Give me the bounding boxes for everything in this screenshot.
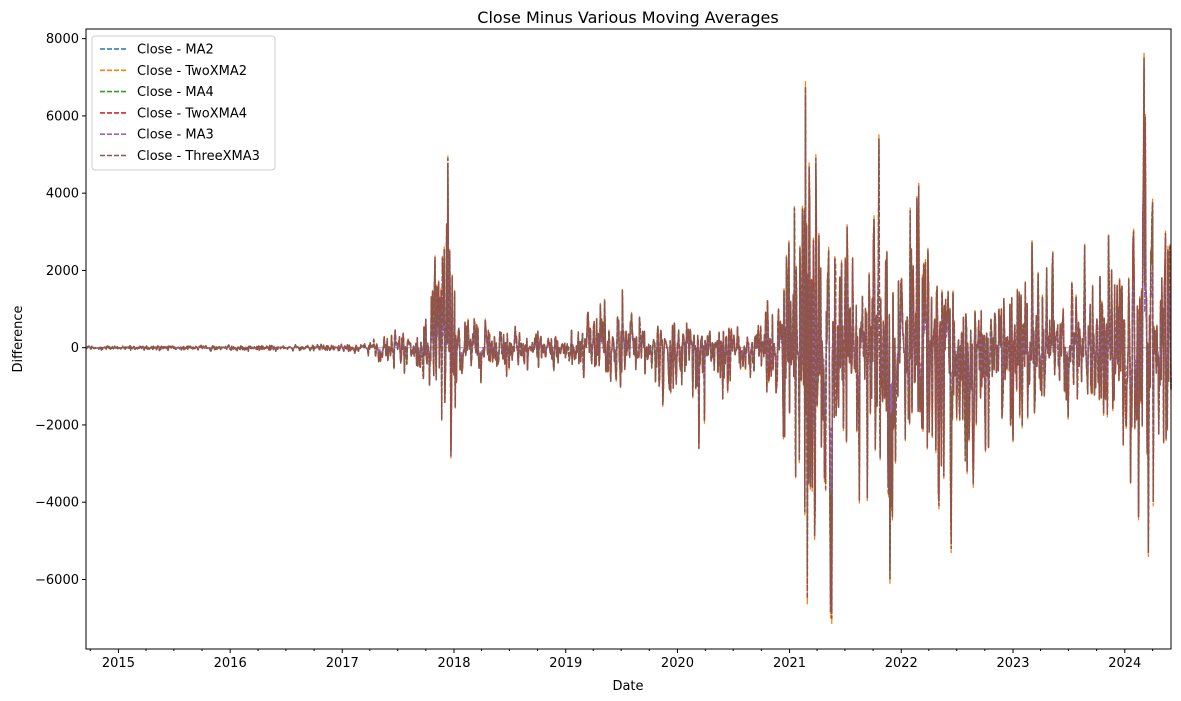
y-axis-label: Difference [11, 305, 26, 372]
legend: Close - MA2 Close - TwoXMA2 Close - MA4 Clo… [91, 35, 276, 171]
x-tick-label: 2016 [214, 656, 247, 671]
y-tick-label: −6000 [35, 573, 79, 588]
y-tick-label: −4000 [35, 496, 79, 511]
y-tick-label: 0 [71, 341, 79, 356]
series-line [85, 57, 1172, 619]
x-tick-label: 2020 [661, 656, 694, 671]
x-tick-label: 2017 [326, 656, 359, 671]
legend-label: Close - TwoXMA2 [137, 64, 247, 79]
x-tick-label: 2018 [437, 656, 470, 671]
legend-label: Close - MA2 [137, 43, 214, 58]
x-axis-label: Date [612, 679, 643, 694]
x-tick-label: 2015 [102, 656, 135, 671]
legend-label: Close - ThreeXMA3 [137, 149, 260, 164]
y-tick-label: 8000 [46, 32, 79, 47]
y-tick-label: 4000 [46, 187, 79, 202]
x-tick-label: 2022 [885, 656, 918, 671]
y-tick-label: −2000 [35, 418, 79, 433]
legend-label: Close - TwoXMA4 [137, 106, 247, 121]
y-axis-ticks: −6000 −4000 −2000 0 2000 4000 6000 8000 [35, 32, 86, 588]
legend-label: Close - MA4 [137, 85, 214, 100]
y-tick-label: 2000 [46, 264, 79, 279]
legend-label: Close - MA3 [137, 128, 214, 143]
legend-box [91, 35, 276, 171]
x-tick-label: 2019 [549, 656, 582, 671]
x-tick-label: 2024 [1108, 656, 1141, 671]
x-axis-ticks: 2015 2016 2017 2018 2019 2020 2021 2022 2023 2024 [89, 649, 1154, 671]
x-tick-label: 2023 [996, 656, 1029, 671]
axes-frame [85, 28, 1172, 650]
plot-area [85, 51, 1172, 625]
x-tick-label: 2021 [773, 656, 806, 671]
y-tick-label: 6000 [46, 109, 79, 124]
chart-title: Close Minus Various Moving Averages [477, 8, 778, 27]
